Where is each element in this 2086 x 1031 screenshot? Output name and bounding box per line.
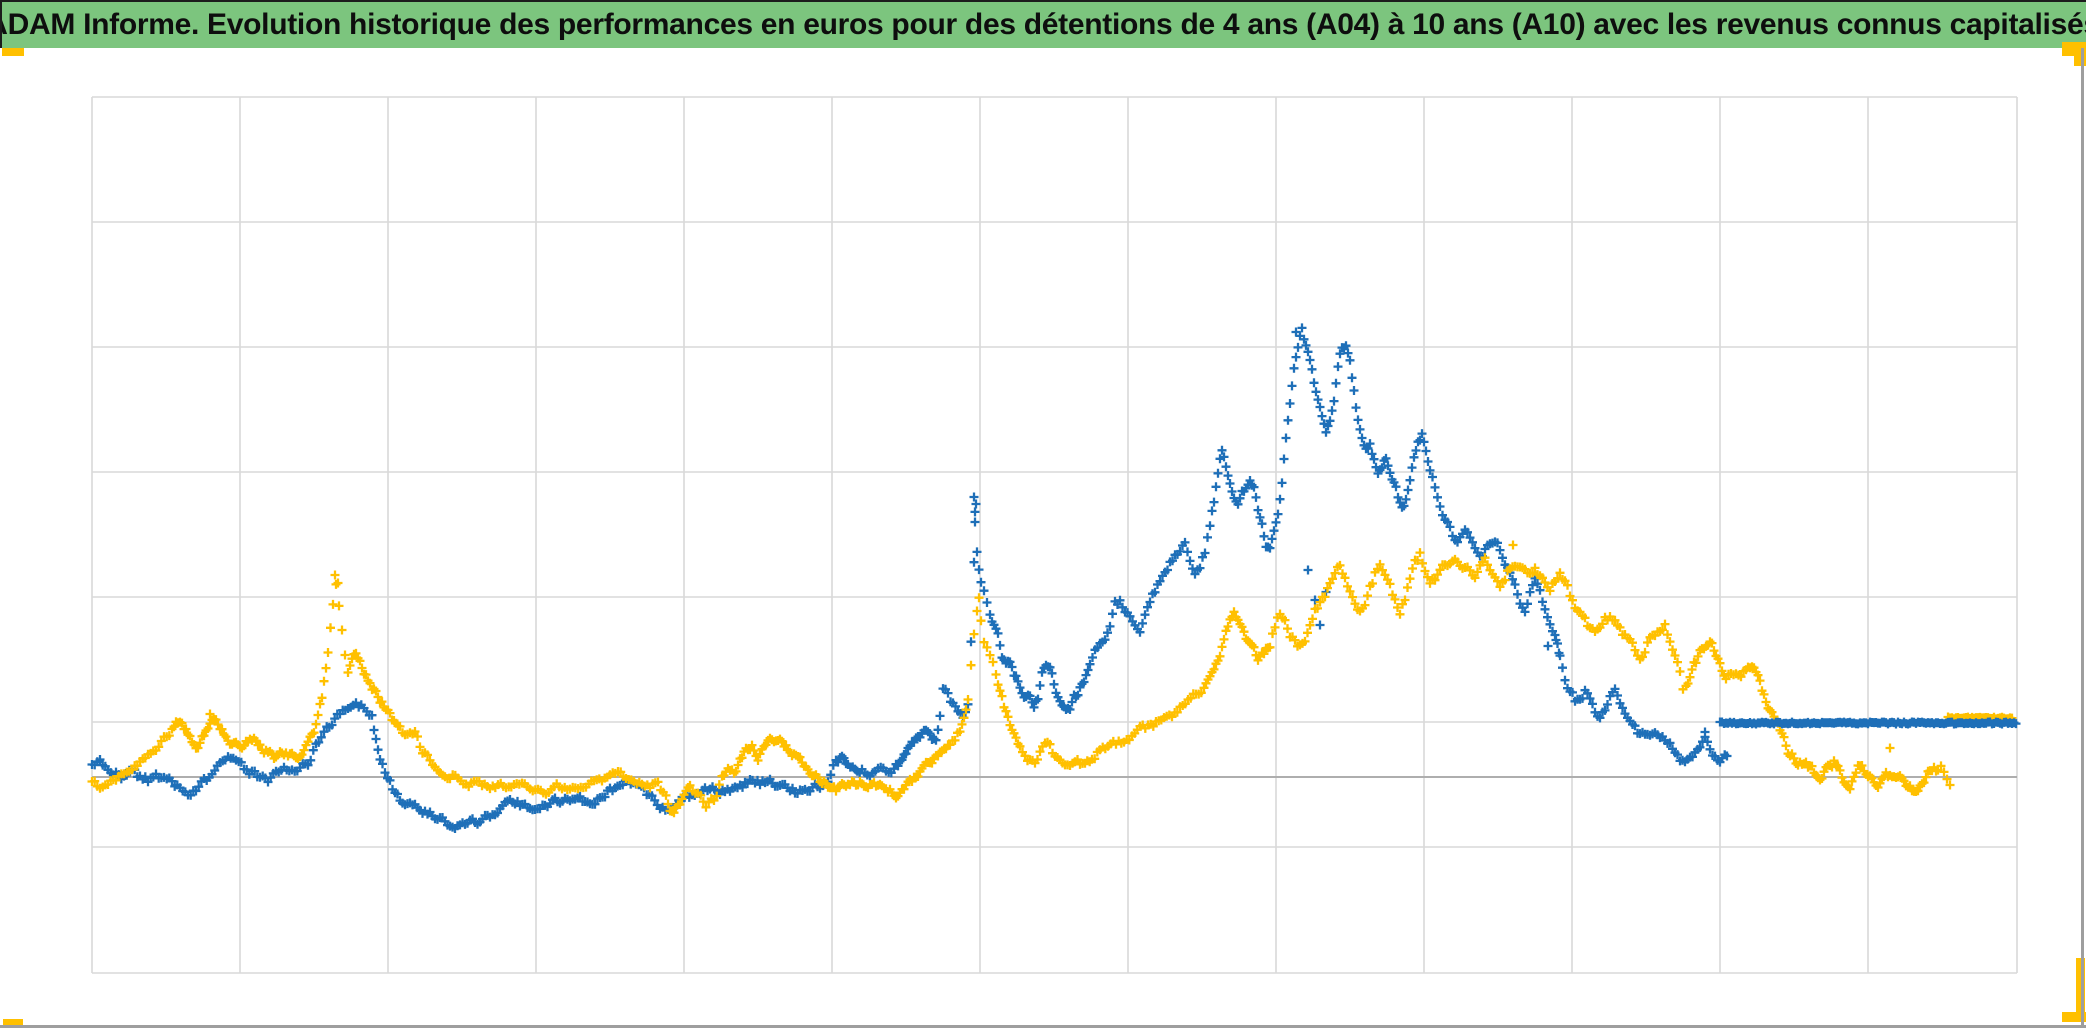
window-bottom-edge — [0, 1025, 2086, 1028]
window-left-edge — [0, 0, 2, 48]
cell-highlight-bottom-right-vertical — [2076, 958, 2085, 1022]
window-right-edge — [2081, 48, 2084, 1026]
chart-area[interactable] — [0, 48, 2086, 1031]
cell-highlight-top-right-stub — [2074, 42, 2086, 66]
cell-highlight-bottom-left — [3, 1019, 23, 1028]
cell-highlight-bottom-right-foot — [2062, 1012, 2086, 1022]
cell-highlight-top-left — [2, 48, 24, 56]
chart-title-banner: ADAM Informe. Evolution historique des p… — [0, 0, 2086, 48]
chart-title-text: ADAM Informe. Evolution historique des p… — [0, 8, 2086, 41]
performance-chart-svg — [87, 96, 2021, 974]
